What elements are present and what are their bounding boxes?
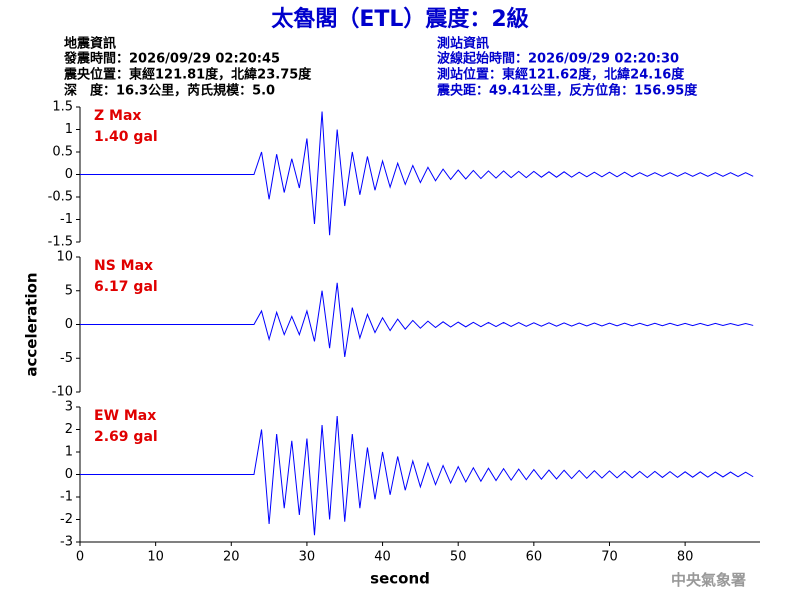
x-tick-label: 0	[76, 550, 84, 565]
y-tick-label: 1	[65, 445, 73, 460]
station-info: 測站資訊 波線起始時間：2026/09/29 02:20:30 測站位置：東經1…	[436, 36, 698, 99]
y-tick-label: 10	[56, 250, 73, 265]
info-line: 波線起始時間：2026/09/29 02:20:30	[437, 51, 679, 67]
y-tick-label: -3	[60, 535, 73, 550]
x-tick-label: 60	[526, 550, 543, 565]
y-tick-label: -2	[60, 512, 73, 527]
y-tick-label: 1.5	[52, 100, 73, 115]
y-tick-label: 0.5	[52, 145, 73, 160]
panel-label: NS Max	[94, 258, 153, 274]
info-line: 深 度：16.3公里，芮氏規模：5.0	[64, 83, 275, 99]
x-tick-label: 40	[374, 550, 391, 565]
event-info: 地震資訊 發震時間：2026/09/29 02:20:45 震央位置：東經121…	[63, 36, 312, 99]
x-tick-label: 50	[450, 550, 467, 565]
x-tick-label: 20	[223, 550, 240, 565]
panel-max: 2.69 gal	[94, 429, 158, 445]
y-tick-label: -1	[60, 212, 73, 227]
x-tick-label: 10	[147, 550, 164, 565]
y-tick-label: 0	[65, 317, 73, 332]
y-tick-label: -0.5	[48, 190, 73, 205]
y-tick-label: -1.5	[48, 235, 73, 250]
x-tick-label: 30	[299, 550, 316, 565]
y-tick-label: -5	[60, 351, 73, 366]
panel-label: EW Max	[94, 408, 156, 424]
x-axis-label: second	[370, 570, 430, 588]
y-tick-label: 5	[65, 283, 73, 298]
info-line: 震央位置：東經121.81度，北緯23.75度	[63, 67, 312, 83]
panel-max: 1.40 gal	[94, 129, 158, 145]
panel-label: Z Max	[94, 108, 141, 124]
chart-title: 太魯閣（ETL）震度：2級	[271, 6, 528, 32]
y-tick-label: -1	[60, 490, 73, 505]
waveform	[80, 282, 754, 357]
info-line: 地震資訊	[64, 36, 116, 52]
info-line: 發震時間：2026/09/29 02:20:45	[63, 51, 280, 67]
info-line: 震央距：49.41公里，反方位角：156.95度	[436, 83, 698, 99]
waveform	[80, 415, 754, 536]
y-tick-label: 0	[65, 167, 73, 182]
x-tick-label: 80	[677, 550, 694, 565]
x-tick-label: 70	[601, 550, 618, 565]
y-axis-label: acceleration	[23, 272, 41, 376]
footer: 中央氣象署	[671, 571, 746, 589]
waveform	[80, 111, 754, 236]
info-line: 測站位置：東經121.62度，北緯24.16度	[437, 67, 685, 83]
panel-max: 6.17 gal	[94, 279, 158, 295]
info-line: 測站資訊	[437, 36, 489, 52]
y-tick-label: -10	[52, 385, 73, 400]
y-tick-label: 2	[65, 422, 73, 437]
y-tick-label: 0	[65, 467, 73, 482]
y-tick-label: 1	[65, 122, 73, 137]
y-tick-label: 3	[65, 400, 73, 415]
